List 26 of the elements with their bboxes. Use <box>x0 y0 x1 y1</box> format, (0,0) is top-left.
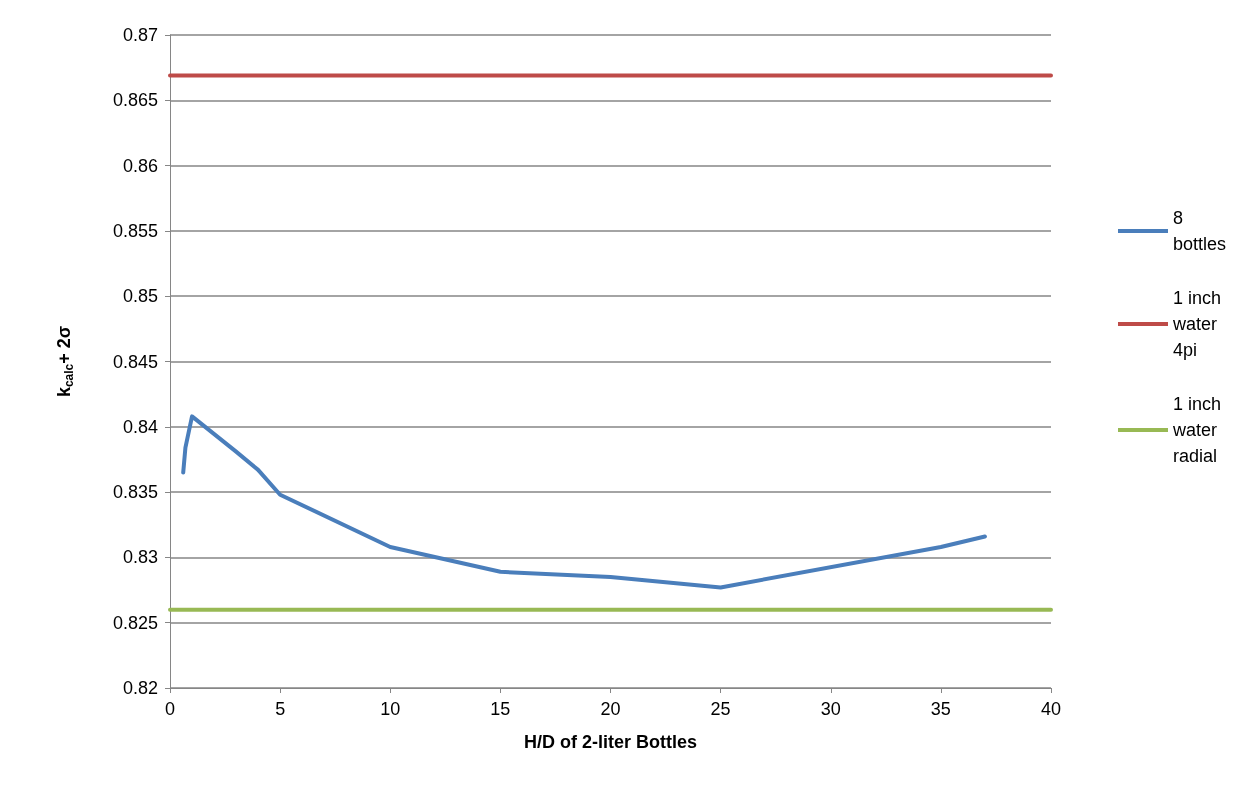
y-tick-label: 0.865 <box>112 90 158 111</box>
x-tick-label: 25 <box>710 699 731 719</box>
x-tick-label: 40 <box>1040 699 1062 719</box>
y-tick-label: 0.835 <box>112 482 158 503</box>
x-tick-label: 20 <box>600 699 621 719</box>
y-tick-label: 0.85 <box>122 286 158 307</box>
x-axis-title: H/D of 2-liter Bottles <box>523 732 698 752</box>
y-tick-label: 0.83 <box>122 547 158 568</box>
y-tick-label: 0.845 <box>112 351 158 372</box>
y-tick-label: 0.86 <box>122 155 158 176</box>
y-tick-label: 0.82 <box>122 678 158 698</box>
x-tick-label: 5 <box>275 699 286 719</box>
legend-label: 8 bottles <box>1173 208 1227 254</box>
y-axis-title: kcalc+ 2σ <box>54 325 76 398</box>
legend-label: 1 inch water radial <box>1172 394 1227 466</box>
line-series <box>181 414 987 590</box>
x-tick-label: 30 <box>820 699 841 719</box>
x-tick-label: 0 <box>164 699 176 719</box>
x-tick-label: 10 <box>380 699 401 719</box>
y-tick-label: 0.825 <box>112 612 158 633</box>
x-tick-label: 15 <box>490 699 511 719</box>
y-tick-label: 0.87 <box>122 25 158 45</box>
x-tick-label: 35 <box>930 699 951 719</box>
y-tick-label: 0.84 <box>122 416 158 437</box>
legend-label: 1 inch water 4pi <box>1172 288 1227 360</box>
y-tick-label: 0.855 <box>112 220 158 241</box>
